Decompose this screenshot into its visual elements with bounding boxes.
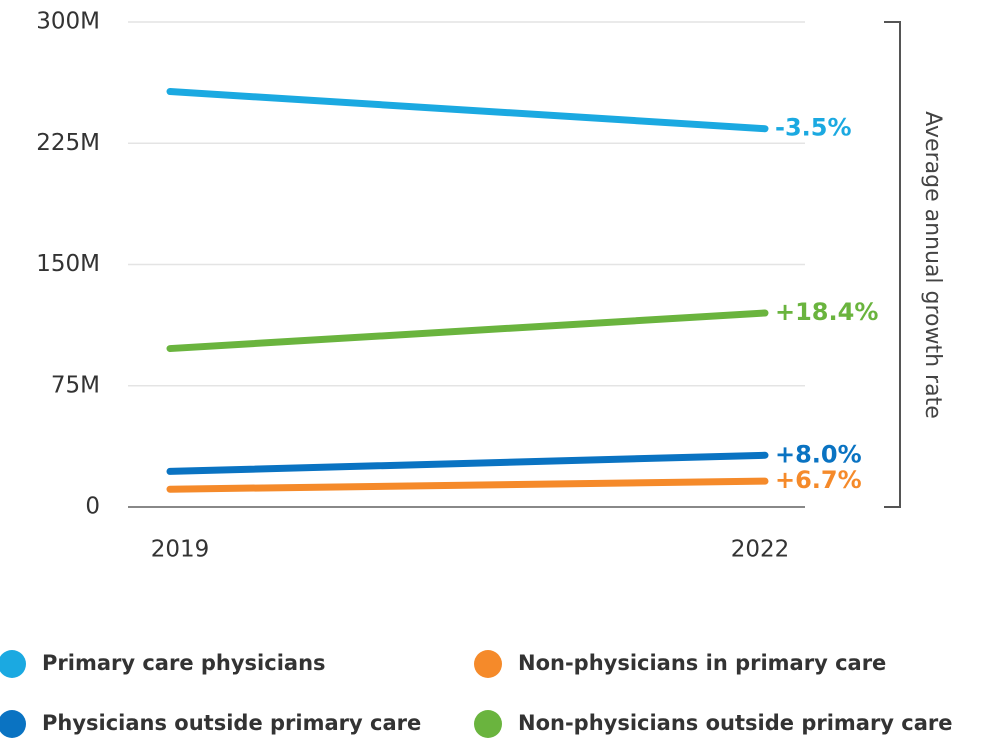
legend-label: Non-physicians outside primary care	[518, 711, 953, 735]
series-line	[166, 309, 769, 353]
series-line	[166, 88, 769, 133]
end-label: +8.0%	[775, 440, 862, 468]
end-label: +18.4%	[775, 298, 878, 326]
legend-label: Physicians outside primary care	[42, 711, 421, 735]
legend-swatch	[0, 650, 26, 678]
y2-axis-label: Average annual growth rate	[920, 111, 945, 418]
legend-label: Non-physicians in primary care	[518, 651, 886, 675]
legend-label: Primary care physicians	[42, 651, 326, 675]
y-tick-label: 75M	[51, 372, 100, 398]
end-label: +6.7%	[775, 466, 862, 494]
legend-swatch	[474, 650, 502, 678]
legend-swatch	[474, 710, 502, 738]
y-tick-label: 0	[85, 494, 100, 520]
x-tick-label: 2022	[731, 537, 790, 563]
growth-bracket	[884, 21, 901, 508]
y-tick-label: 225M	[36, 130, 100, 156]
series-line	[166, 451, 769, 475]
y-tick-label: 150M	[36, 251, 100, 277]
series-line	[166, 477, 769, 493]
y-tick-label: 300M	[36, 9, 100, 35]
x-tick-label: 2019	[151, 537, 210, 563]
end-label: -3.5%	[775, 114, 852, 142]
legend-swatch	[0, 710, 26, 738]
